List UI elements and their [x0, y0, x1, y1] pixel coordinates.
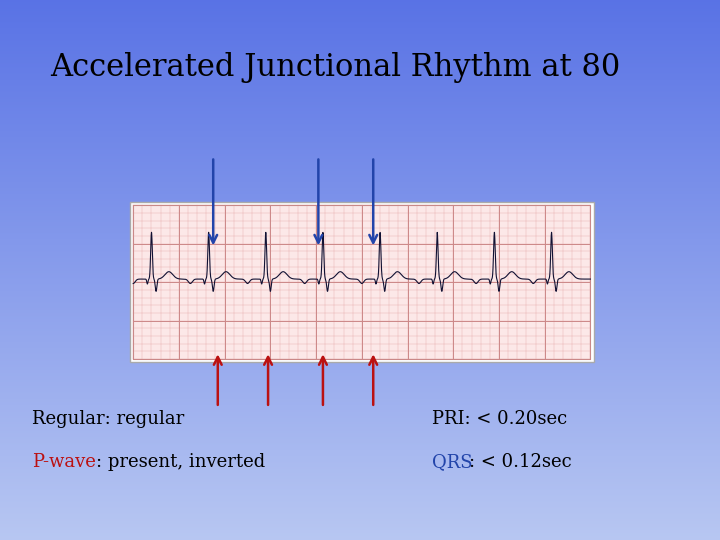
Text: : < 0.12sec: : < 0.12sec [469, 453, 572, 471]
Text: P-wave: P-wave [32, 453, 96, 471]
Text: Regular: regular: Regular: regular [32, 409, 184, 428]
Bar [133, 205, 590, 359]
Bar [130, 202, 594, 362]
Text: Accelerated Junctional Rhythm at 80: Accelerated Junctional Rhythm at 80 [50, 52, 621, 83]
Text: : present, inverted: : present, inverted [96, 453, 265, 471]
Text: QRS: QRS [432, 453, 472, 471]
Text: PRI: < 0.20sec: PRI: < 0.20sec [432, 409, 567, 428]
